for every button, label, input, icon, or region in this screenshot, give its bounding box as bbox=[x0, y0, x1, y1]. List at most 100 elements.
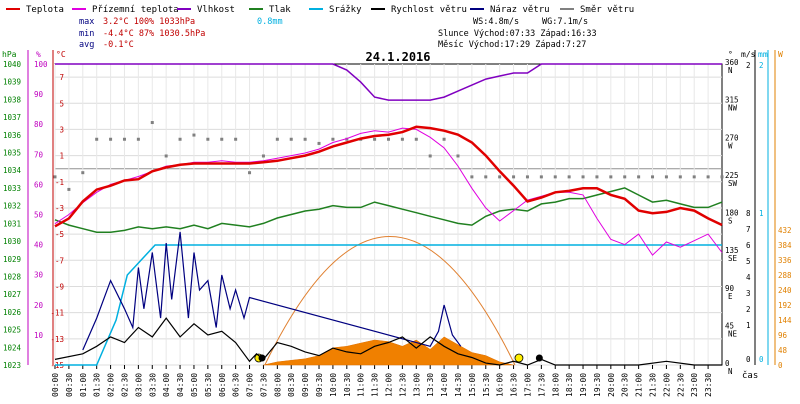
axis-tick-w: 192 bbox=[778, 301, 792, 310]
x-tick-label: 06:00 bbox=[218, 373, 227, 397]
axis-tick-w: 0 bbox=[778, 361, 783, 370]
axis-tick-dir-name: W bbox=[728, 141, 733, 150]
axis-tick-pct: 80 bbox=[34, 120, 44, 129]
axis-tick-ms: 2 bbox=[746, 61, 751, 70]
wind-direction-point bbox=[609, 175, 612, 178]
axis-tick-pct: 60 bbox=[34, 180, 44, 189]
x-tick-label: 17:30 bbox=[537, 373, 546, 397]
x-tick-label: 23:00 bbox=[690, 373, 699, 397]
wind-direction-point bbox=[456, 154, 459, 157]
axis-title-pct: % bbox=[36, 50, 41, 59]
wind-direction-point bbox=[165, 154, 168, 157]
axis-tick-w: 432 bbox=[778, 226, 792, 235]
stats-min-label: min bbox=[79, 29, 94, 39]
wind-direction-point bbox=[331, 138, 334, 141]
x-tick-label: 01:00 bbox=[79, 373, 88, 397]
wind-direction-point bbox=[429, 154, 432, 157]
stats-max-rain: 0.8mm bbox=[257, 17, 283, 27]
stats-ws: WS:4.8m/s bbox=[473, 17, 519, 27]
weather-chart: Teplota Přízemní teplota Vlhkost Tlak Srážky… bbox=[0, 0, 800, 400]
wind-direction-point bbox=[318, 142, 321, 145]
wind-direction-point bbox=[595, 175, 598, 178]
x-tick-label: 04:30 bbox=[176, 373, 185, 397]
axis-tick-temp: 1 bbox=[59, 152, 64, 161]
legend-label: Vlhkost bbox=[197, 5, 235, 15]
wind-direction-point bbox=[262, 154, 265, 157]
stats-max-label: max bbox=[79, 17, 94, 27]
x-tick-label: 13:30 bbox=[426, 373, 435, 397]
x-tick-label: 15:30 bbox=[482, 373, 491, 397]
legend-label: Tlak bbox=[269, 5, 291, 15]
x-tick-label: 19:00 bbox=[579, 373, 588, 397]
x-tick-label: 22:30 bbox=[676, 373, 685, 397]
x-tick-label: 21:00 bbox=[635, 373, 644, 397]
legend-label: Srážky bbox=[329, 5, 362, 15]
axis-tick-pct: 20 bbox=[34, 301, 44, 310]
axis-tick-hpa: 1028 bbox=[3, 272, 22, 281]
axis-tick-hpa: 1040 bbox=[3, 60, 22, 69]
wind-direction-point bbox=[123, 138, 126, 141]
x-tick-label: 11:00 bbox=[357, 373, 366, 397]
axis-tick-temp: -9 bbox=[55, 282, 64, 291]
axis-tick-w: 96 bbox=[778, 331, 788, 340]
x-tick-label: 12:00 bbox=[385, 373, 394, 397]
legend-label: Rychlost větru bbox=[391, 5, 467, 15]
axis-tick-hpa: 1029 bbox=[3, 255, 21, 264]
axis-tick-hpa: 1037 bbox=[3, 113, 21, 122]
wind-direction-point bbox=[582, 175, 585, 178]
axis-tick-temp: 5 bbox=[59, 99, 64, 108]
x-tick-label: 02:00 bbox=[107, 373, 116, 397]
axis-tick-hpa: 1031 bbox=[3, 219, 21, 228]
x-tick-label: 09:00 bbox=[301, 373, 310, 397]
legend-label: Náraz větru bbox=[490, 5, 550, 15]
wind-direction-point bbox=[693, 175, 696, 178]
axis-tick-temp: 3 bbox=[59, 125, 64, 134]
axis-title-hpa: hPa bbox=[2, 50, 17, 59]
axis-tick-dir-name: N bbox=[728, 66, 733, 75]
axis-tick-w: 288 bbox=[778, 271, 792, 280]
axis-tick-mm: 2 bbox=[759, 61, 764, 70]
axis-tick-pct: 40 bbox=[34, 241, 44, 250]
wind-direction-point bbox=[554, 175, 557, 178]
legend-label: Teplota bbox=[26, 5, 64, 15]
x-tick-label: 00:00 bbox=[51, 373, 60, 397]
axis-tick-hpa: 1030 bbox=[3, 237, 22, 246]
wind-direction-point bbox=[415, 138, 418, 141]
axis-tick-hpa: 1032 bbox=[3, 202, 21, 211]
axis-tick-pct: 100 bbox=[34, 60, 48, 69]
axis-tick-temp: -1 bbox=[55, 178, 64, 187]
wind-direction-point bbox=[248, 171, 251, 174]
axis-title-temp: °C bbox=[56, 50, 66, 59]
wind-direction-point bbox=[651, 175, 654, 178]
wind-direction-point bbox=[707, 175, 710, 178]
axis-title-w: W bbox=[778, 50, 783, 59]
weather-chart-panel: Teplota Přízemní teplota Vlhkost Tlak Srážky… bbox=[0, 0, 800, 400]
x-tick-label: 14:00 bbox=[440, 373, 449, 397]
x-tick-label: 14:30 bbox=[454, 373, 463, 397]
x-tick-label: 22:00 bbox=[662, 373, 671, 397]
x-tick-label: 05:30 bbox=[204, 373, 213, 397]
axis-tick-pct: 70 bbox=[34, 150, 44, 159]
x-tick-label: 03:00 bbox=[134, 373, 143, 397]
x-tick-label: 03:30 bbox=[148, 373, 157, 397]
wind-direction-point bbox=[220, 138, 223, 141]
stats-avg-label: avg bbox=[79, 40, 94, 50]
axis-tick-hpa: 1024 bbox=[3, 343, 22, 352]
axis-tick-ms: 0 bbox=[746, 355, 751, 364]
wind-direction-point bbox=[498, 175, 501, 178]
wind-direction-point bbox=[623, 175, 626, 178]
legend-label: Směr větru bbox=[580, 5, 634, 15]
axis-tick-dir-name: SW bbox=[728, 179, 738, 188]
stats-avg-values: -0.1°C bbox=[103, 40, 134, 50]
wind-direction-point bbox=[512, 175, 515, 178]
sunset-icon bbox=[515, 354, 523, 362]
axis-tick-dir-name: SE bbox=[728, 254, 738, 263]
x-tick-label: 18:00 bbox=[551, 373, 560, 397]
axis-tick-hpa: 1023 bbox=[3, 361, 21, 370]
wind-direction-point bbox=[721, 175, 724, 178]
x-tick-label: 10:30 bbox=[343, 373, 352, 397]
wind-direction-point bbox=[637, 175, 640, 178]
axis-tick-temp: -13 bbox=[50, 335, 64, 344]
axis-tick-hpa: 1035 bbox=[3, 149, 21, 158]
axis-tick-ms: 5 bbox=[746, 257, 751, 266]
